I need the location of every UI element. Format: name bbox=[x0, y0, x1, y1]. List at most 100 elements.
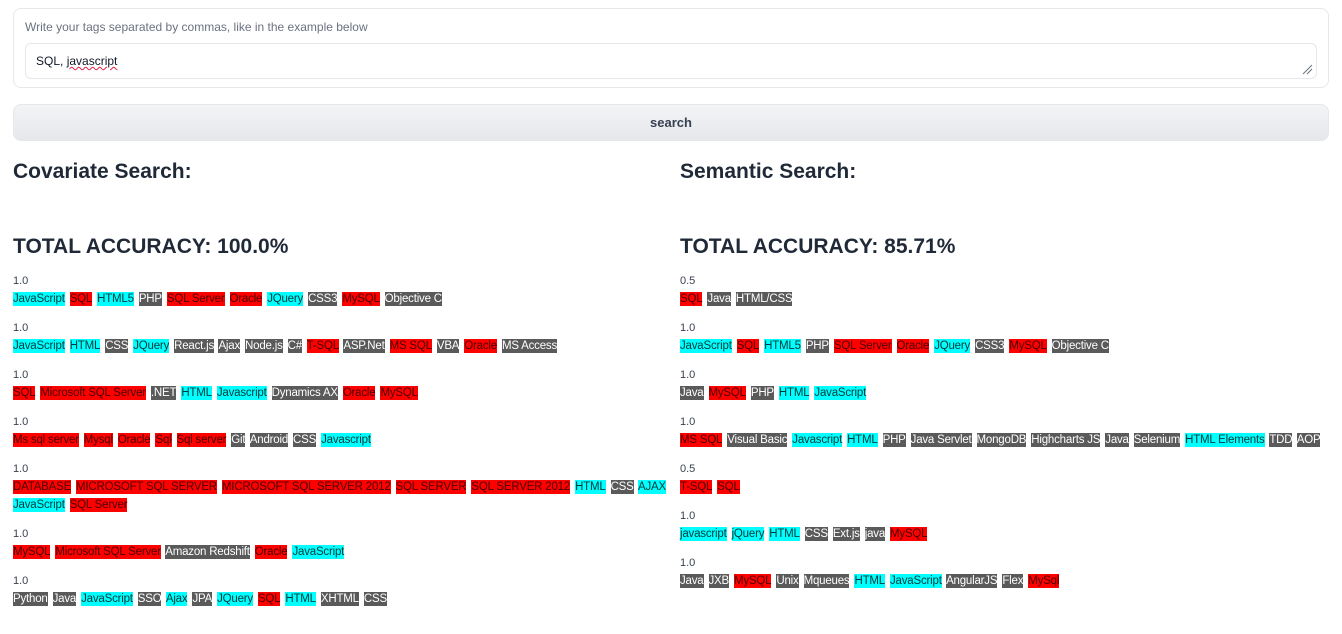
tag-chip: JavaScript bbox=[680, 339, 732, 353]
result-item: 1.0 JavaScript HTML CSS JQuery React.js A… bbox=[13, 321, 668, 355]
covariate-search-column: Covariate Search: TOTAL ACCURACY: 100.0%… bbox=[13, 158, 668, 621]
tags-textarea[interactable]: SQL, javascript bbox=[25, 43, 1317, 79]
semantic-total-accuracy: TOTAL ACCURACY: 85.71% bbox=[680, 235, 956, 258]
tag-chip: java bbox=[864, 527, 886, 541]
semantic-results-list: 0.5 SQL Java HTML/CSS 1.0 JavaScript SQL H… bbox=[680, 274, 1330, 590]
tag-chip: MySQL bbox=[13, 545, 51, 559]
tag-chip: JQuery bbox=[217, 592, 253, 606]
tag-chip: SQL Server bbox=[69, 498, 128, 512]
search-button[interactable]: search bbox=[13, 104, 1329, 141]
tag-chip: VBA bbox=[436, 339, 460, 353]
result-tags: JavaScript SQL HTML5 PHP SQL Server Orac… bbox=[13, 290, 668, 308]
result-item: 0.5 T-SQL SQL bbox=[680, 462, 1330, 496]
tag-chip: JavaScript bbox=[13, 292, 65, 306]
covariate-total-accuracy: TOTAL ACCURACY: 100.0% bbox=[13, 235, 289, 258]
tag-chip: JQuery bbox=[267, 292, 304, 306]
tag-chip: JavaScript bbox=[13, 339, 65, 353]
result-score: 1.0 bbox=[13, 275, 29, 287]
tag-chip: HTML5 bbox=[97, 292, 134, 306]
tag-chip: JavaScript bbox=[13, 498, 65, 512]
tag-chip: CSS3 bbox=[975, 339, 1005, 353]
tag-chip: Javascript bbox=[321, 433, 371, 447]
tag-chip: JavaScript bbox=[81, 592, 133, 606]
covariate-search-title: Covariate Search: bbox=[13, 160, 192, 183]
result-item: 1.0 Java JXB MySQL Unix Mqueues HTML Java… bbox=[680, 556, 1330, 590]
tag-chip: Microsoft SQL Server bbox=[55, 545, 161, 559]
tag-chip: T-SQL bbox=[680, 480, 713, 494]
tag-chip: MySQL bbox=[734, 574, 772, 588]
tag-chip: MySQL bbox=[890, 527, 928, 541]
result-tags: Java MySQL PHP HTML JavaScript bbox=[680, 384, 1330, 402]
tag-chip: MySQL bbox=[1009, 339, 1047, 353]
result-item: 1.0 MySQL Microsoft SQL Server Amazon Red… bbox=[13, 527, 668, 561]
tag-chip: Java bbox=[52, 592, 77, 606]
tag-chip: Android bbox=[249, 433, 289, 447]
tag-chip: MICROSOFT SQL SERVER 2012 bbox=[221, 480, 391, 494]
result-item: 1.0 JavaScript SQL HTML5 PHP SQL Server O… bbox=[13, 274, 668, 308]
tag-chip: JXB bbox=[708, 574, 729, 588]
semantic-search-title: Semantic Search: bbox=[680, 160, 857, 183]
tag-chip: MS Access bbox=[501, 339, 558, 353]
tag-chip: Node.js bbox=[245, 339, 283, 353]
result-score: 1.0 bbox=[680, 416, 696, 428]
tag-chip: AngularJS bbox=[946, 574, 998, 588]
tag-chip: SQL bbox=[717, 480, 740, 494]
result-tags: DATABASE MICROSOFT SQL SERVER MICROSOFT … bbox=[13, 478, 668, 514]
tag-chip: AJAX bbox=[638, 480, 666, 494]
result-score: 1.0 bbox=[13, 463, 29, 475]
tag-chip: DATABASE bbox=[13, 480, 72, 494]
tag-chip: MySQL bbox=[342, 292, 380, 306]
tag-chip: Objective C bbox=[1051, 339, 1109, 353]
semantic-search-column: Semantic Search: TOTAL ACCURACY: 85.71% … bbox=[680, 158, 1330, 603]
tag-chip: JavaScript bbox=[814, 386, 867, 400]
result-score: 1.0 bbox=[13, 528, 29, 540]
result-item: 1.0 javascript jQuery HTML CSS Ext.js jav… bbox=[680, 509, 1330, 543]
tag-chip: Objective C bbox=[384, 292, 442, 306]
tag-chip: React.js bbox=[174, 339, 215, 353]
tags-input-panel: Write your tags separated by commas, lik… bbox=[13, 8, 1329, 88]
result-score: 1.0 bbox=[13, 416, 29, 428]
tag-chip: Javascript bbox=[792, 433, 843, 447]
tag-chip: CSS bbox=[105, 339, 129, 353]
result-tags: Java JXB MySQL Unix Mqueues HTML JavaScr… bbox=[680, 572, 1330, 590]
tag-chip: SQL Server bbox=[166, 292, 225, 306]
tag-chip: javascript bbox=[680, 527, 727, 541]
result-item: 1.0 Python Java JavaScript SSO Ajax JPA J… bbox=[13, 574, 668, 608]
tag-chip: HTML5 bbox=[764, 339, 801, 353]
tag-chip: MySql bbox=[1028, 574, 1060, 588]
tag-chip: jQuery bbox=[731, 527, 765, 541]
tag-chip: CSS bbox=[363, 592, 387, 606]
tag-chip: Microsoft SQL Server bbox=[40, 386, 146, 400]
tag-chip: CSS3 bbox=[308, 292, 338, 306]
tag-chip: PHP bbox=[882, 433, 906, 447]
tag-chip: HTML Elements bbox=[1185, 433, 1265, 447]
tag-chip: SQL SERVER 2012 bbox=[471, 480, 571, 494]
tag-chip: Oracle bbox=[896, 339, 930, 353]
tag-chip: MICROSOFT SQL SERVER bbox=[76, 480, 217, 494]
tag-chip: Oracle bbox=[342, 386, 376, 400]
tag-chip: Java bbox=[680, 386, 704, 400]
tag-chip: SQL bbox=[257, 592, 281, 606]
tag-chip: Javascript bbox=[216, 386, 267, 400]
result-tags: JavaScript HTML CSS JQuery React.js Ajax… bbox=[13, 337, 668, 355]
tag-chip: Java bbox=[1105, 433, 1129, 447]
tag-chip: PHP bbox=[138, 292, 162, 306]
result-score: 0.5 bbox=[680, 275, 696, 287]
result-item: 1.0 JavaScript SQL HTML5 PHP SQL Server O… bbox=[680, 321, 1330, 355]
tag-chip: SQL bbox=[13, 386, 36, 400]
tag-chip: Sql server bbox=[176, 433, 227, 447]
tags-textarea-value: SQL, bbox=[36, 54, 67, 68]
tag-chip: HTML/CSS bbox=[735, 292, 793, 306]
tag-chip: Oracle bbox=[464, 339, 497, 353]
tag-chip: HTML bbox=[285, 592, 316, 606]
tag-chip: SSO bbox=[137, 592, 162, 606]
tag-chip: Oracle bbox=[229, 292, 263, 306]
result-score: 0.5 bbox=[680, 463, 696, 475]
result-tags: MS SQL Visual Basic Javascript HTML PHP … bbox=[680, 431, 1330, 449]
resize-handle-icon[interactable] bbox=[1301, 63, 1313, 75]
tag-chip: Sql bbox=[155, 433, 172, 447]
tags-textarea-misspelled-word: javascript bbox=[66, 54, 118, 68]
tag-chip: HTML bbox=[778, 386, 810, 400]
result-tags: MySQL Microsoft SQL Server Amazon Redshi… bbox=[13, 543, 668, 561]
tag-chip: Ajax bbox=[165, 592, 188, 606]
